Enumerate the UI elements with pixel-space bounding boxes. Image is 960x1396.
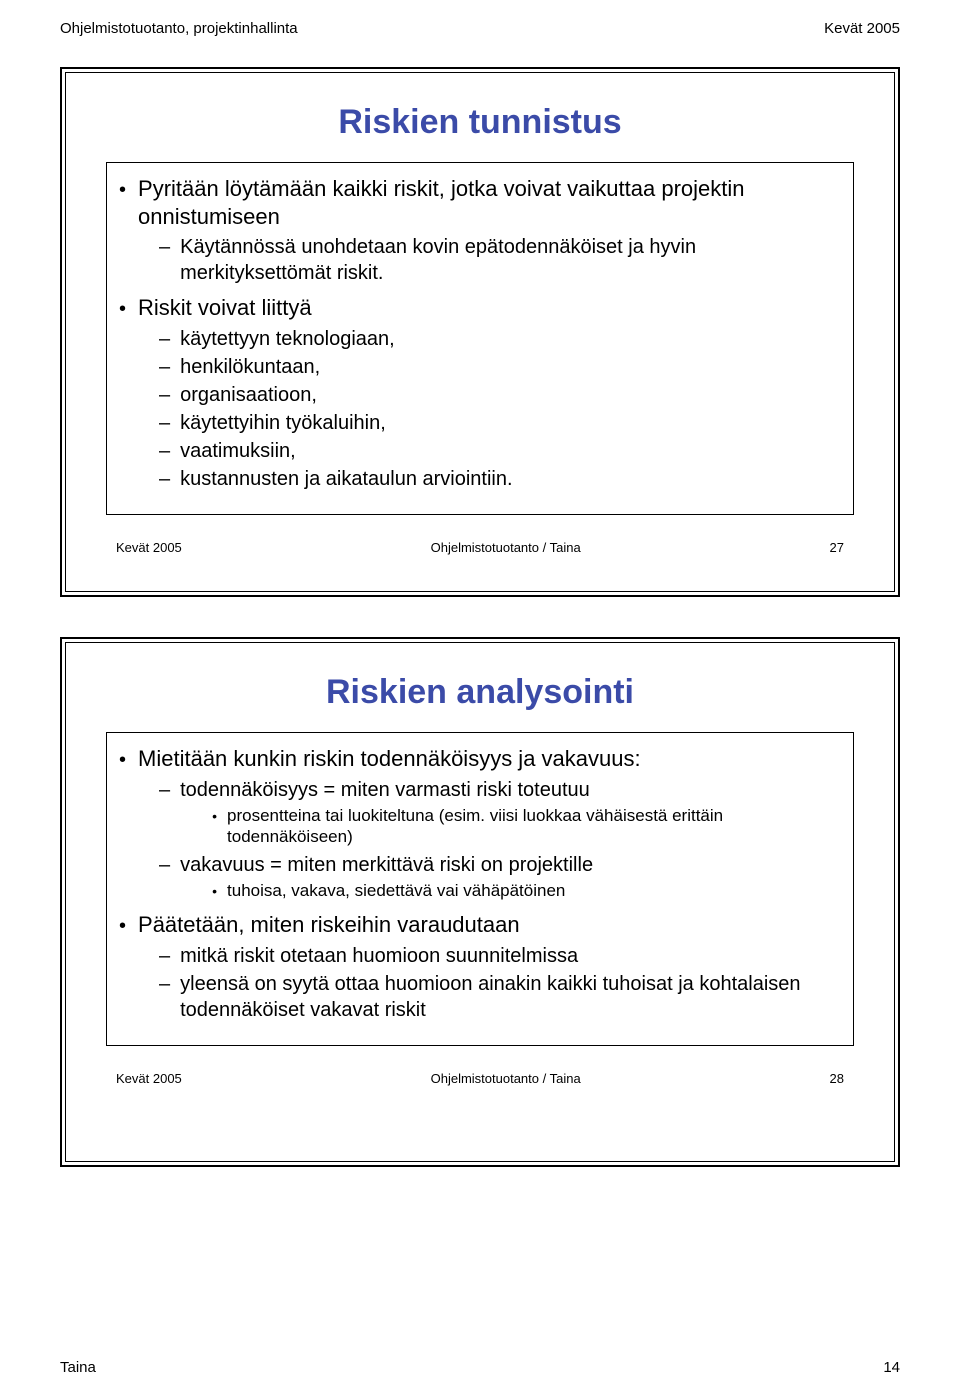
- dot-icon: •: [212, 883, 217, 901]
- dash-icon: –: [159, 943, 170, 969]
- item-text: Riskit voivat liittyä: [138, 294, 312, 322]
- item-text: organisaatioon,: [180, 382, 317, 408]
- list-item: – todennäköisyys = miten varmasti riski …: [159, 777, 833, 850]
- list-item: • tuhoisa, vakava, siedettävä vai vähäpät…: [212, 880, 593, 901]
- dash-icon: –: [159, 354, 170, 380]
- slide-title: Riskien tunnistus: [106, 103, 854, 142]
- item-text: Käytännössä unohdetaan kovin epätodennäk…: [180, 234, 833, 286]
- item-text: Mietitään kunkin riskin todennäköisyys j…: [138, 745, 641, 773]
- dot-icon: •: [212, 808, 217, 826]
- dash-icon: –: [159, 466, 170, 492]
- dash-icon: –: [159, 438, 170, 464]
- item-text: henkilökuntaan,: [180, 354, 320, 380]
- bullet-icon: •: [119, 178, 126, 203]
- page-header: Ohjelmistotuotanto, projektinhallinta Ke…: [0, 0, 960, 37]
- page-footer: Taina 14: [60, 1359, 900, 1376]
- list-item: • prosentteina tai luokiteltuna (esim. vi…: [212, 805, 833, 848]
- list-item: –Käytännössä unohdetaan kovin epätodennä…: [159, 234, 833, 286]
- item-text: prosentteina tai luokiteltuna (esim. vii…: [227, 805, 833, 848]
- list-item: • Pyritään löytämään kaikki riskit, jotk…: [119, 175, 833, 286]
- slide-2: Riskien analysointi • Mietitään kunkin r…: [60, 637, 900, 1167]
- dash-icon: –: [159, 382, 170, 408]
- list-item: –organisaatioon,: [159, 382, 833, 408]
- slide-title: Riskien analysointi: [106, 673, 854, 712]
- item-text: Pyritään löytämään kaikki riskit, jotka …: [138, 175, 833, 230]
- dash-icon: –: [159, 410, 170, 436]
- list-item: • Riskit voivat liittyä –käytettyyn tekn…: [119, 294, 833, 492]
- list-item: –yleensä on syytä ottaa huomioon ainakin…: [159, 971, 833, 1023]
- item-text: todennäköisyys = miten varmasti riski to…: [180, 779, 590, 801]
- item-text: yleensä on syytä ottaa huomioon ainakin …: [180, 971, 833, 1023]
- item-text: Päätetään, miten riskeihin varaudutaan: [138, 911, 520, 939]
- slide-inner: Riskien analysointi • Mietitään kunkin r…: [65, 642, 895, 1162]
- item-text: käytettyihin työkaluihin,: [180, 410, 386, 436]
- footer-right: 14: [883, 1359, 900, 1376]
- bullet-icon: •: [119, 748, 126, 773]
- dash-icon: –: [159, 234, 170, 260]
- dash-icon: –: [159, 971, 170, 997]
- bullet-icon: •: [119, 914, 126, 939]
- list-item: –henkilökuntaan,: [159, 354, 833, 380]
- footer-left: Taina: [60, 1359, 96, 1376]
- footer-center: Ohjelmistotuotanto / Taina: [182, 540, 830, 555]
- list-item: – vakavuus = miten merkittävä riski on p…: [159, 852, 833, 903]
- dash-icon: –: [159, 777, 170, 803]
- slide-footer: Kevät 2005 Ohjelmistotuotanto / Taina 27: [106, 540, 854, 555]
- content-box: • Pyritään löytämään kaikki riskit, jotk…: [106, 162, 854, 515]
- slide-footer: Kevät 2005 Ohjelmistotuotanto / Taina 28: [106, 1071, 854, 1086]
- list-item: • Päätetään, miten riskeihin varaudutaan…: [119, 911, 833, 1023]
- bullet-icon: •: [119, 297, 126, 322]
- dash-icon: –: [159, 326, 170, 352]
- item-text: kustannusten ja aikataulun arviointiin.: [180, 466, 512, 492]
- list-item: –käytettyihin työkaluihin,: [159, 410, 833, 436]
- list-item: –käytettyyn teknologiaan,: [159, 326, 833, 352]
- item-text: mitkä riskit otetaan huomioon suunnitelm…: [180, 943, 578, 969]
- list-item: • Mietitään kunkin riskin todennäköisyys…: [119, 745, 833, 903]
- item-text: käytettyyn teknologiaan,: [180, 326, 395, 352]
- header-right: Kevät 2005: [824, 20, 900, 37]
- slide-inner: Riskien tunnistus • Pyritään löytämään k…: [65, 72, 895, 592]
- content-box: • Mietitään kunkin riskin todennäköisyys…: [106, 732, 854, 1046]
- footer-right: 28: [830, 1071, 844, 1086]
- footer-right: 27: [830, 540, 844, 555]
- item-text: vakavuus = miten merkittävä riski on pro…: [180, 854, 593, 876]
- list-item: –vaatimuksiin,: [159, 438, 833, 464]
- dash-icon: –: [159, 852, 170, 878]
- footer-left: Kevät 2005: [116, 540, 182, 555]
- footer-left: Kevät 2005: [116, 1071, 182, 1086]
- header-left: Ohjelmistotuotanto, projektinhallinta: [60, 20, 298, 37]
- list-item: –kustannusten ja aikataulun arviointiin.: [159, 466, 833, 492]
- slide-1: Riskien tunnistus • Pyritään löytämään k…: [60, 67, 900, 597]
- list-item: –mitkä riskit otetaan huomioon suunnitel…: [159, 943, 833, 969]
- item-text: vaatimuksiin,: [180, 438, 296, 464]
- footer-center: Ohjelmistotuotanto / Taina: [182, 1071, 830, 1086]
- item-text: tuhoisa, vakava, siedettävä vai vähäpätö…: [227, 880, 565, 901]
